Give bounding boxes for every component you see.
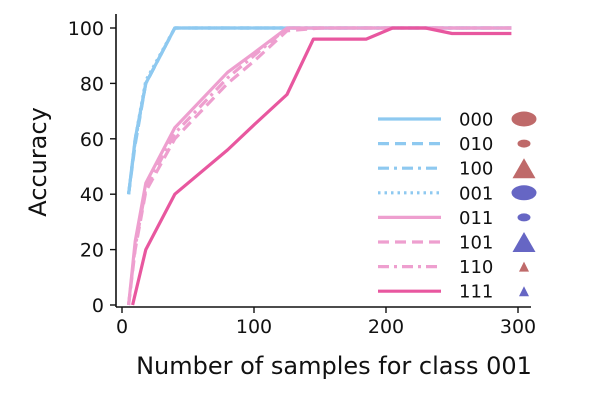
- legend-label-001: 001: [459, 183, 493, 204]
- y-tick-label: 100: [68, 18, 104, 40]
- series-line-011: [127, 26, 512, 306]
- legend-label-101: 101: [459, 233, 493, 254]
- series-line-100: [127, 26, 512, 195]
- x-tick-label: 200: [368, 316, 404, 338]
- legend-marker-010: [517, 139, 531, 148]
- legend-label-110: 110: [459, 257, 493, 278]
- x-tick-label: 300: [500, 316, 536, 338]
- y-tick-label: 20: [80, 240, 104, 262]
- series-line-000: [127, 26, 512, 195]
- y-tick-label: 0: [92, 295, 104, 317]
- y-tick-label: 40: [80, 184, 104, 206]
- legend-label-111: 111: [459, 282, 493, 303]
- legend-marker-110: [519, 261, 529, 272]
- legend-marker-100: [512, 158, 536, 179]
- series-line-111: [131, 26, 512, 306]
- series-line-001: [127, 26, 512, 195]
- x-tick-label: 0: [116, 316, 128, 338]
- x-tick-label: 100: [236, 316, 272, 338]
- series-line-101: [127, 26, 512, 306]
- legend-marker-101: [512, 232, 536, 252]
- series-layer: [127, 26, 512, 306]
- legend-label-011: 011: [459, 208, 493, 229]
- legend-label-100: 100: [459, 159, 493, 180]
- x-axis-label: Number of samples for class 001: [136, 352, 532, 380]
- legend-marker-011: [517, 213, 531, 222]
- legend-label-000: 000: [459, 110, 493, 131]
- legend: 000 010 100 001 011 101 110 111: [378, 110, 537, 303]
- series-line-110: [127, 26, 512, 306]
- y-axis-label: Accuracy: [24, 107, 52, 217]
- legend-marker-000: [511, 111, 537, 127]
- series-line-010: [127, 26, 512, 195]
- legend-label-010: 010: [459, 134, 493, 155]
- y-tick-label: 80: [80, 73, 104, 95]
- y-tick-label: 60: [80, 129, 104, 151]
- legend-marker-001: [511, 185, 537, 201]
- legend-marker-111: [519, 286, 529, 297]
